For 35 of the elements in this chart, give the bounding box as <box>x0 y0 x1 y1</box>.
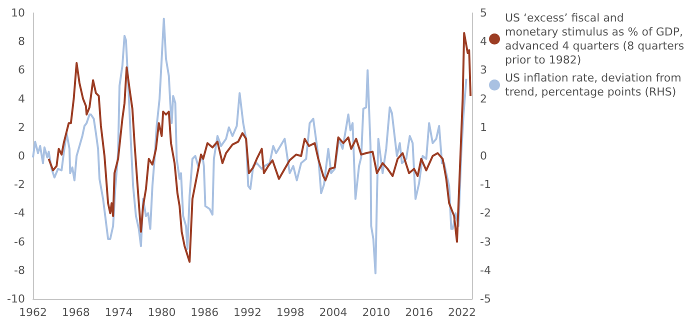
y2-tick-label: -1 <box>480 178 491 192</box>
y2-tick-label: 1 <box>480 120 487 134</box>
y2-tick-label: -2 <box>480 206 491 220</box>
x-tick-label: 2004 <box>319 306 348 319</box>
x-tick-label: 2010 <box>362 306 390 319</box>
y2-tick-label: -5 <box>480 292 491 306</box>
y2-tick-label: -3 <box>480 235 491 248</box>
x-tick-label: 1974 <box>104 306 133 319</box>
y-tick-label: 4 <box>18 92 25 106</box>
y-tick-label: -8 <box>14 264 25 277</box>
x-tick-label: 1998 <box>276 306 304 319</box>
y-tick-label: -4 <box>14 206 25 220</box>
y2-tick-label: 3 <box>480 64 487 77</box>
y-tick-label: 10 <box>11 6 25 20</box>
x-tick-label: 1986 <box>190 306 219 319</box>
y2-tick-label: 0 <box>480 150 487 162</box>
legend-label: US ‘excess’ fiscal and monetary stimulus as % of GDP, advanced 4 quarters (8 quarters prior to 1982) <box>505 12 688 66</box>
y2-tick-label: -4 <box>480 264 491 277</box>
y2-tick-label: 5 <box>480 6 487 20</box>
y-tick-label: 6 <box>18 64 25 77</box>
y-tick-label: -6 <box>14 235 25 248</box>
y-tick-label: 0 <box>18 150 25 162</box>
legend-label: US inflation rate, deviation from trend, percentage points (RHS) <box>505 72 685 98</box>
y-tick-label: 8 <box>18 35 25 48</box>
x-tick-label: 2016 <box>405 306 434 319</box>
y2-tick-label: 4 <box>480 35 487 48</box>
x-tick-label: 1992 <box>233 306 262 319</box>
y2-tick-label: 2 <box>480 92 487 106</box>
y-tick-label: -10 <box>7 292 25 306</box>
y-tick-label: -2 <box>14 178 25 192</box>
x-tick-label: 1968 <box>62 306 90 319</box>
x-tick-label: 1980 <box>148 306 176 319</box>
y-tick-label: 2 <box>18 120 25 134</box>
x-tick-label: 1962 <box>19 306 47 319</box>
x-tick-label: 2022 <box>448 306 476 319</box>
